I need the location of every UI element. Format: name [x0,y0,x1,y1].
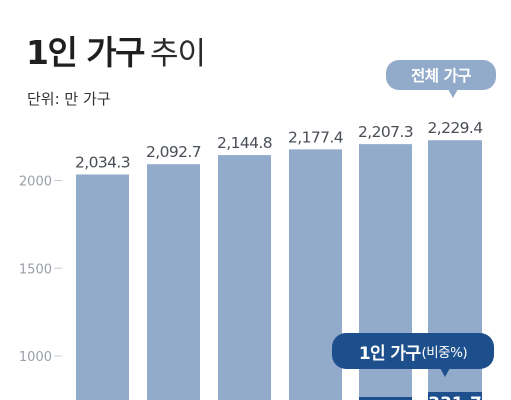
y-tick-label: 1500 [19,262,52,277]
bar-value-label: 2,229.4 [428,119,483,137]
bar-single-households [359,397,412,400]
bar-total-households [147,164,200,400]
single-households-callout: 1인 가구 (비중%) [332,333,494,377]
chart-title-strong: 1인 가구 [26,33,146,72]
bar-single-households [428,392,482,400]
bar-value-label: 2,092.7 [146,143,201,161]
single-households-value-label: 331.7 [428,394,482,400]
total-households-label: 전체 가구 [386,60,496,90]
bar-total-households [218,155,271,400]
single-households-callout-body: 1인 가구 (비중%) [332,333,494,369]
single-households-share-label: (비중%) [421,345,468,361]
y-tick-label: 2000 [19,175,52,190]
bar-value-label: 2,177.4 [288,128,343,146]
chart-title: 1인 가구 추이 [26,26,206,74]
total-households-callout-pointer [448,89,458,98]
total-households-callout: 전체 가구 [386,60,496,98]
unit-label: 단위: 만 가구 [27,90,111,108]
y-tick-label: 1000 [19,350,52,365]
single-households-label: 1인 가구 [358,343,421,364]
bar-value-label: 2,034.3 [75,153,130,171]
bar-total-households [76,174,129,400]
chart-title-light: 추이 [150,36,206,72]
bar-value-label: 2,144.8 [217,134,272,152]
bar-value-label: 2,207.3 [358,123,413,141]
single-households-callout-pointer [440,368,450,377]
